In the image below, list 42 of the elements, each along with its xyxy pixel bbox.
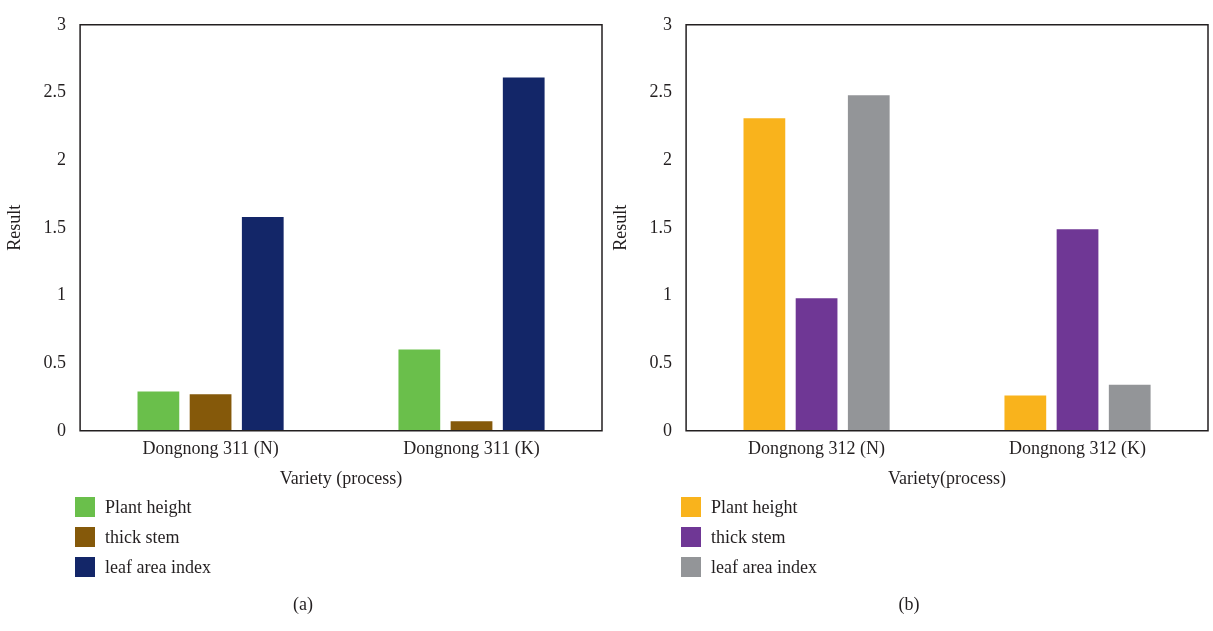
y-tick-label: 2 xyxy=(663,148,673,169)
text: (a) xyxy=(292,594,314,615)
y-tick-label: 1.5 xyxy=(43,216,67,237)
y-tick-label: 2 xyxy=(57,148,67,169)
bar xyxy=(1056,229,1099,431)
y-tick-label: 1.5 xyxy=(649,216,673,237)
x-tick-label: Dongnong 312 (N) xyxy=(748,438,886,460)
bar xyxy=(241,216,284,431)
y-tick-label: 1 xyxy=(57,284,67,305)
x-tick-label: Dongnong 311 (N) xyxy=(142,438,279,460)
y-tick-label: 0 xyxy=(663,419,673,440)
y-tick-label: 0.5 xyxy=(43,351,67,372)
bar xyxy=(189,394,232,431)
legend-label: thick stem xyxy=(711,526,786,548)
bar xyxy=(450,421,493,431)
bar xyxy=(743,118,786,431)
bar xyxy=(137,391,180,431)
y-tick-label: 1 xyxy=(663,284,673,305)
legend-label: Plant height xyxy=(105,496,192,518)
bar xyxy=(502,77,545,431)
x-axis-title: Variety(process) xyxy=(888,467,1007,489)
text: (b) xyxy=(897,594,921,615)
x-axis-title: Variety (process) xyxy=(279,467,403,489)
bar xyxy=(847,95,890,431)
bar xyxy=(1004,395,1047,431)
x-tick-label: Dongnong 311 (K) xyxy=(403,438,540,460)
y-tick-label: 0 xyxy=(57,419,67,440)
bar xyxy=(795,298,838,431)
y-tick-label: 2.5 xyxy=(649,81,673,102)
y-tick-label: 3 xyxy=(57,13,67,34)
y-axis-title: Result xyxy=(3,204,24,251)
y-tick-label: 2.5 xyxy=(43,81,67,102)
legend-label: thick stem xyxy=(105,526,180,548)
x-tick-label: Dongnong 312 (K) xyxy=(1009,438,1147,460)
y-tick-label: 0.5 xyxy=(649,351,673,372)
y-axis-title: Result xyxy=(609,204,630,251)
legend-label: Plant height xyxy=(711,496,798,518)
bar xyxy=(398,349,441,431)
legend-label: leaf area index xyxy=(711,556,817,578)
bar xyxy=(1108,384,1151,431)
y-tick-label: 3 xyxy=(663,13,673,34)
legend-label: leaf area index xyxy=(105,556,211,578)
